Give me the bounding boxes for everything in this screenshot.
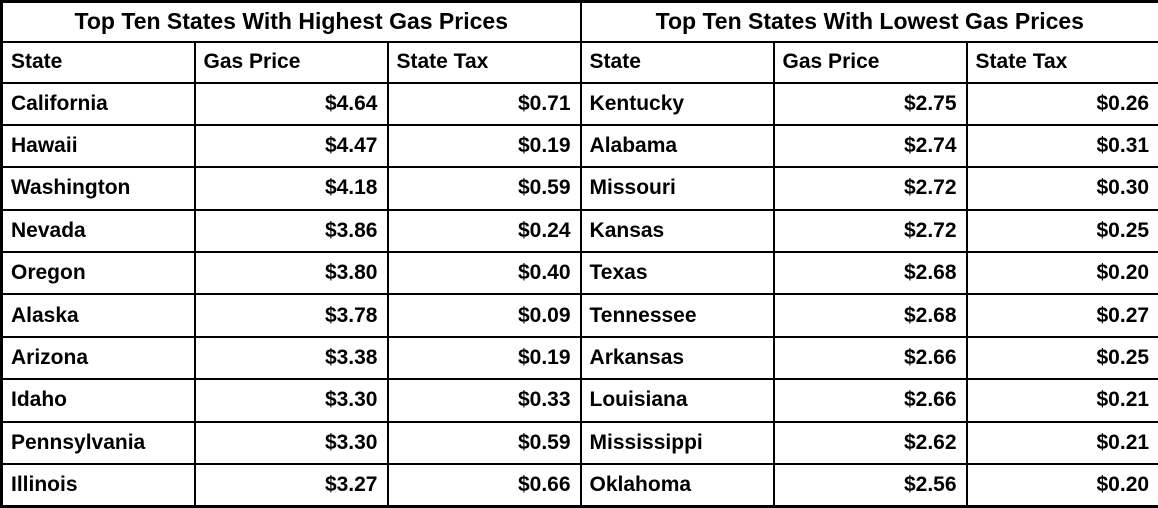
column-header-state-highest: State — [0, 40, 196, 84]
state-tax-cell: $0.27 — [965, 293, 1158, 338]
column-header-gas-price-lowest: Gas Price — [772, 40, 968, 84]
gas-price-cell: $3.78 — [193, 293, 389, 338]
state-name-cell: Mississippi — [579, 420, 775, 466]
table-row: Idaho $3.30 $0.33 Louisiana $2.66 $0.21 — [0, 378, 1158, 423]
state-tax-cell: $0.20 — [965, 251, 1158, 296]
state-tax-cell: $0.26 — [965, 81, 1158, 126]
state-tax-cell: $0.31 — [965, 123, 1158, 169]
state-tax-cell: $0.25 — [965, 335, 1158, 381]
state-name-cell: Oregon — [0, 251, 196, 296]
gas-price-cell: $2.72 — [772, 166, 968, 211]
state-tax-cell: $0.24 — [386, 208, 582, 254]
state-name-cell: Pennsylvania — [0, 420, 196, 466]
state-tax-cell: $0.33 — [386, 378, 582, 423]
column-header-gas-price-highest: Gas Price — [193, 40, 389, 84]
gas-price-cell: $3.27 — [193, 463, 389, 508]
state-name-cell: Oklahoma — [579, 463, 775, 508]
table-row: Arizona $3.38 $0.19 Arkansas $2.66 $0.25 — [0, 335, 1158, 381]
column-header-state-tax-highest: State Tax — [386, 40, 582, 84]
gas-price-cell: $4.18 — [193, 166, 389, 211]
state-tax-cell: $0.19 — [386, 123, 582, 169]
column-header-state-lowest: State — [579, 40, 775, 84]
gas-price-cell: $3.30 — [193, 420, 389, 466]
state-name-cell: Hawaii — [0, 123, 196, 169]
table-row: California $4.64 $0.71 Kentucky $2.75 $0.26 — [0, 81, 1158, 126]
state-tax-cell: $0.30 — [965, 166, 1158, 211]
table-row: Washington $4.18 $0.59 Missouri $2.72 $0.30 — [0, 166, 1158, 211]
gas-price-cell: $3.38 — [193, 335, 389, 381]
table-row: Pennsylvania $3.30 $0.59 Mississippi $2.62 $0… — [0, 420, 1158, 466]
state-name-cell: Illinois — [0, 463, 196, 508]
gas-price-cell: $2.66 — [772, 378, 968, 423]
state-tax-cell: $0.40 — [386, 251, 582, 296]
state-name-cell: California — [0, 81, 196, 126]
table-row: Hawaii $4.47 $0.19 Alabama $2.74 $0.31 — [0, 123, 1158, 169]
state-name-cell: Nevada — [0, 208, 196, 254]
gas-price-cell: $2.72 — [772, 208, 968, 254]
column-header-state-tax-lowest: State Tax — [965, 40, 1158, 84]
gas-price-cell: $3.30 — [193, 378, 389, 423]
state-name-cell: Arkansas — [579, 335, 775, 381]
gas-price-cell: $3.86 — [193, 208, 389, 254]
table-title-highest: Top Ten States With Highest Gas Prices — [0, 0, 582, 43]
state-name-cell: Missouri — [579, 166, 775, 211]
title-row: Top Ten States With Highest Gas Prices T… — [0, 0, 1158, 43]
gas-price-cell: $2.75 — [772, 81, 968, 126]
gas-price-cell: $3.80 — [193, 251, 389, 296]
gas-price-cell: $2.56 — [772, 463, 968, 508]
gas-price-cell: $2.68 — [772, 251, 968, 296]
table-row: Illinois $3.27 $0.66 Oklahoma $2.56 $0.20 — [0, 463, 1158, 508]
state-name-cell: Tennessee — [579, 293, 775, 338]
gas-price-cell: $2.68 — [772, 293, 968, 338]
table-head: Top Ten States With Highest Gas Prices T… — [0, 0, 1158, 84]
state-tax-cell: $0.71 — [386, 81, 582, 126]
gas-price-cell: $2.74 — [772, 123, 968, 169]
state-tax-cell: $0.21 — [965, 420, 1158, 466]
state-name-cell: Texas — [579, 251, 775, 296]
gas-price-cell: $2.62 — [772, 420, 968, 466]
table-body: California $4.64 $0.71 Kentucky $2.75 $0.26 Ha… — [0, 81, 1158, 508]
state-tax-cell: $0.66 — [386, 463, 582, 508]
gas-price-cell: $4.47 — [193, 123, 389, 169]
gas-price-cell: $4.64 — [193, 81, 389, 126]
state-tax-cell: $0.25 — [965, 208, 1158, 254]
state-name-cell: Kentucky — [579, 81, 775, 126]
state-name-cell: Washington — [0, 166, 196, 211]
gas-price-cell: $2.66 — [772, 335, 968, 381]
state-name-cell: Alabama — [579, 123, 775, 169]
table-row: Nevada $3.86 $0.24 Kansas $2.72 $0.25 — [0, 208, 1158, 254]
column-header-row: State Gas Price State Tax State Gas Pric… — [0, 40, 1158, 84]
state-name-cell: Arizona — [0, 335, 196, 381]
state-name-cell: Idaho — [0, 378, 196, 423]
state-tax-cell: $0.19 — [386, 335, 582, 381]
table-title-lowest: Top Ten States With Lowest Gas Prices — [579, 0, 1158, 43]
state-name-cell: Alaska — [0, 293, 196, 338]
state-name-cell: Kansas — [579, 208, 775, 254]
table-row: Alaska $3.78 $0.09 Tennessee $2.68 $0.27 — [0, 293, 1158, 338]
table-row: Oregon $3.80 $0.40 Texas $2.68 $0.20 — [0, 251, 1158, 296]
state-tax-cell: $0.09 — [386, 293, 582, 338]
state-tax-cell: $0.59 — [386, 166, 582, 211]
state-tax-cell: $0.59 — [386, 420, 582, 466]
state-tax-cell: $0.21 — [965, 378, 1158, 423]
state-name-cell: Louisiana — [579, 378, 775, 423]
state-tax-cell: $0.20 — [965, 463, 1158, 508]
